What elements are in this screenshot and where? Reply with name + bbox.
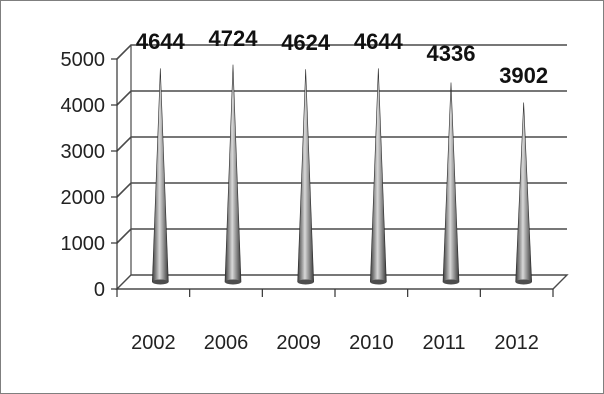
chart-walls	[116, 45, 132, 290]
gridline	[116, 228, 567, 244]
y-tick-label: 0	[94, 279, 105, 301]
y-tick-label: 2000	[61, 187, 106, 209]
cone-base	[443, 279, 459, 285]
cone-bar	[224, 64, 242, 285]
y-tick-label: 5000	[61, 49, 106, 71]
gridlines	[116, 44, 567, 244]
gridline	[116, 136, 567, 152]
gridline	[116, 44, 567, 60]
cone-body	[152, 68, 169, 283]
cone-base	[515, 279, 532, 285]
cone-series	[152, 64, 532, 285]
data-label: 3902	[499, 63, 548, 88]
cone-base	[152, 279, 169, 285]
cone-base	[225, 279, 241, 285]
cone-bar	[515, 102, 532, 285]
gridline	[116, 90, 567, 106]
data-labels: 4644 4724 4624 4644 4336 3902	[136, 26, 548, 88]
x-tick-label: 2010	[349, 332, 394, 354]
y-tick-label: 3000	[61, 141, 106, 163]
data-label: 4644	[354, 29, 404, 54]
cone-bar	[297, 69, 314, 285]
y-tick-label: 4000	[61, 95, 106, 117]
floor-plane	[115, 274, 569, 290]
x-tick-label: 2011	[422, 332, 465, 354]
data-label: 4336	[427, 41, 476, 66]
x-tick-label: 2012	[494, 332, 539, 354]
cone-base	[370, 279, 387, 285]
cone-bar	[152, 68, 169, 285]
y-tick-label: 1000	[61, 233, 106, 255]
x-tick-label: 2009	[276, 332, 321, 354]
cone-bar	[442, 82, 460, 285]
data-label: 4624	[281, 30, 331, 55]
y-axis: 0 1000 2000 3000 4000 5000	[61, 49, 118, 301]
data-label: 4724	[209, 26, 259, 51]
cone-body	[515, 102, 532, 283]
chart-floor	[115, 274, 569, 290]
cone-bar	[370, 68, 387, 285]
gridline	[116, 182, 567, 198]
cone-body	[224, 64, 242, 283]
x-axis: 2002 2006 2009 2010 2011 2012	[116, 289, 554, 354]
x-tick-label: 2002	[131, 332, 176, 354]
x-tick-label: 2006	[204, 332, 249, 354]
cone-body	[297, 69, 314, 283]
cone-body	[370, 68, 387, 283]
cone-base	[297, 279, 314, 285]
data-label: 4644	[136, 29, 186, 54]
